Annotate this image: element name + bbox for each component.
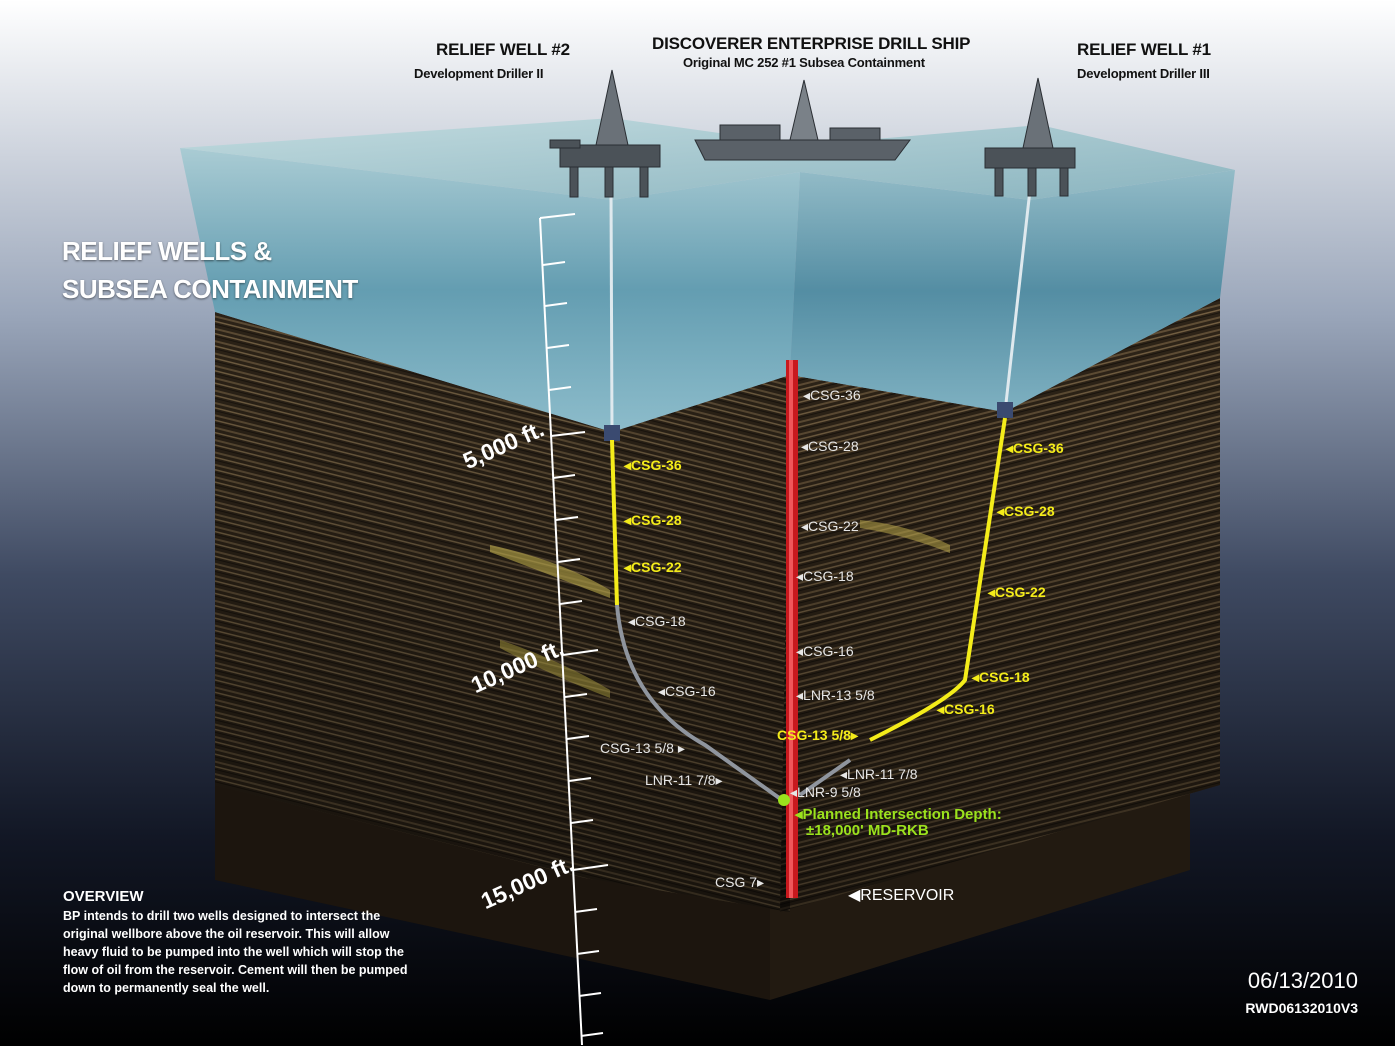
- bop-left: [604, 425, 620, 441]
- sand-lens: [500, 640, 610, 698]
- left-csg-28: ◂CSG-28: [624, 512, 682, 528]
- earth-shade-right: [780, 298, 1220, 912]
- title-line-1: RELIEF WELLS &: [62, 236, 272, 266]
- center-csg-28: ◂CSG-28: [801, 438, 859, 454]
- right-csg-28: ◂CSG-28: [997, 503, 1055, 519]
- left-csg-36: ◂CSG-36: [624, 457, 682, 473]
- water-face-right: [790, 170, 1235, 412]
- drill-ship-subtitle: Original MC 252 #1 Subsea Containment: [683, 55, 925, 70]
- document-code: RWD06132010V3: [1245, 1000, 1358, 1016]
- water-face-left: [180, 148, 800, 432]
- center-csg-22: ◂CSG-22: [801, 518, 859, 534]
- center-csg-18: ◂CSG-18: [796, 568, 854, 584]
- right-csg-16: ◂CSG-16: [937, 701, 995, 717]
- intersection-depth: ±18,000' MD-RKB: [806, 822, 929, 839]
- intersection-label: ◂Planned Intersection Depth:: [795, 806, 1002, 823]
- right-relief-well-lower: [798, 758, 852, 797]
- center-csg-36: ◂CSG-36: [803, 387, 861, 403]
- relief-well-1-title: RELIEF WELL #1: [1077, 40, 1211, 59]
- overview-box: OVERVIEW BP intends to drill two wells d…: [63, 888, 428, 997]
- sand-lens: [860, 520, 950, 553]
- main-wellbore-glow: [789, 360, 793, 898]
- center-csg-7: CSG 7▸: [715, 874, 765, 890]
- bop-right: [997, 402, 1013, 418]
- center-lnr-9-5-8: ◂LNR-9 5/8: [790, 784, 861, 800]
- intersection-point: [778, 794, 790, 806]
- base-slab-left: [215, 760, 770, 1000]
- right-lnr-11-7-8: ◂LNR-11 7/8: [840, 766, 918, 782]
- riser-right: [1003, 189, 1032, 413]
- center-lnr-13-5-8: ◂LNR-13 5/8: [796, 687, 875, 703]
- rig-relief-1: [984, 77, 1076, 197]
- earth-shade-left: [215, 312, 790, 912]
- rig-relief-2: [549, 69, 661, 198]
- left-relief-well-yellow: [610, 439, 619, 606]
- center-csg-16: ◂CSG-16: [796, 643, 854, 659]
- right-csg-18: ◂CSG-18: [972, 669, 1030, 685]
- sand-lens: [490, 545, 610, 598]
- date-label: 06/13/2010: [1247, 968, 1358, 993]
- left-lnr-11-7-8: LNR-11 7/8▸: [645, 772, 723, 788]
- page-title: RELIEF WELLS & SUBSEA CONTAINMENT: [62, 232, 358, 308]
- left-csg-13-5-8: CSG-13 5/8 ▸: [600, 740, 685, 756]
- right-csg-22: ◂CSG-22: [988, 584, 1046, 600]
- left-csg-16: ◂CSG-16: [658, 683, 716, 699]
- riser-left: [609, 189, 614, 433]
- left-csg-22: ◂CSG-22: [624, 559, 682, 575]
- depth-ruler: [539, 213, 609, 1046]
- overview-body: BP intends to drill two wells designed t…: [63, 909, 408, 995]
- right-csg-36: ◂CSG-36: [1006, 440, 1064, 456]
- drill-ship-title: DISCOVERER ENTERPRISE DRILL SHIP: [652, 34, 971, 53]
- relief-well-1-subtitle: Development Driller III: [1077, 66, 1210, 81]
- overview-heading: OVERVIEW: [63, 888, 144, 905]
- relief-well-2-subtitle: Development Driller II: [414, 66, 544, 81]
- left-relief-well-deviated: [615, 604, 784, 802]
- reservoir-label: ◀RESERVOIR: [848, 887, 955, 904]
- base-slab-right: [770, 770, 1190, 1000]
- title-line-2: SUBSEA CONTAINMENT: [62, 274, 358, 304]
- drill-ship: [694, 79, 911, 161]
- right-csg-13-5-8: CSG-13 5/8▸: [777, 727, 858, 743]
- right-relief-well-yellow: [869, 417, 1007, 742]
- relief-well-2-title: RELIEF WELL #2: [436, 40, 570, 59]
- left-csg-18: ◂CSG-18: [628, 613, 686, 629]
